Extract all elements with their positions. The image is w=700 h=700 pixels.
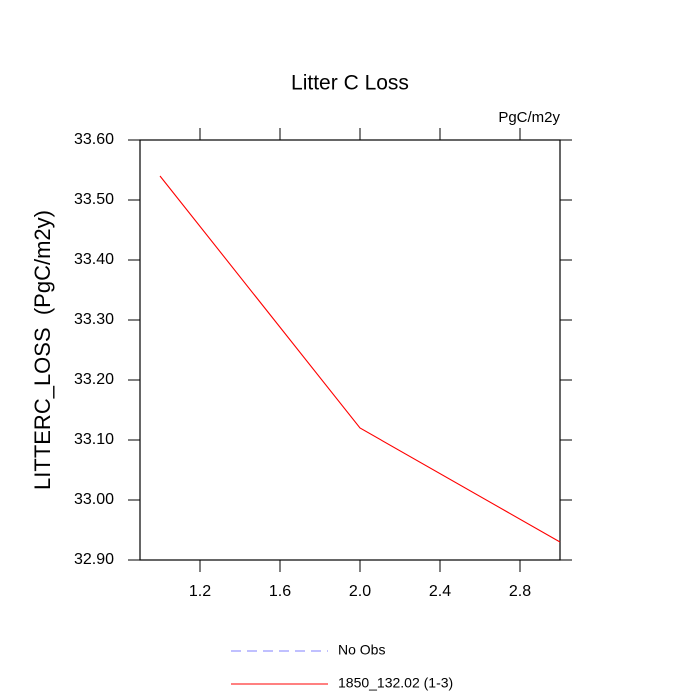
units-label: PgC/m2y [498, 109, 560, 126]
x-tick-label: 1.2 [189, 583, 211, 600]
y-tick-label: 33.50 [74, 191, 114, 208]
chart-title: Litter C Loss [291, 72, 409, 95]
y-tick-label: 33.60 [74, 131, 114, 148]
x-tick-label: 2.4 [429, 583, 451, 600]
legend-label: 1850_132.02 (1-3) [338, 675, 453, 691]
y-tick-label: 33.20 [74, 371, 114, 388]
y-tick-label: 33.40 [74, 251, 114, 268]
y-tick-label: 33.10 [74, 431, 114, 448]
x-tick-label: 2.8 [509, 583, 531, 600]
data-line [159, 175, 561, 543]
y-tick-label: 33.30 [74, 311, 114, 328]
x-tick-label: 2.0 [349, 583, 371, 600]
y-axis-label: LITTERC_LOSS (PgC/m2y) [30, 210, 55, 490]
y-tick-label: 33.00 [74, 491, 114, 508]
y-tick-label: 32.90 [74, 551, 114, 568]
legend-label: No Obs [338, 642, 385, 658]
plot-frame [139, 139, 561, 561]
x-tick-label: 1.6 [269, 583, 291, 600]
